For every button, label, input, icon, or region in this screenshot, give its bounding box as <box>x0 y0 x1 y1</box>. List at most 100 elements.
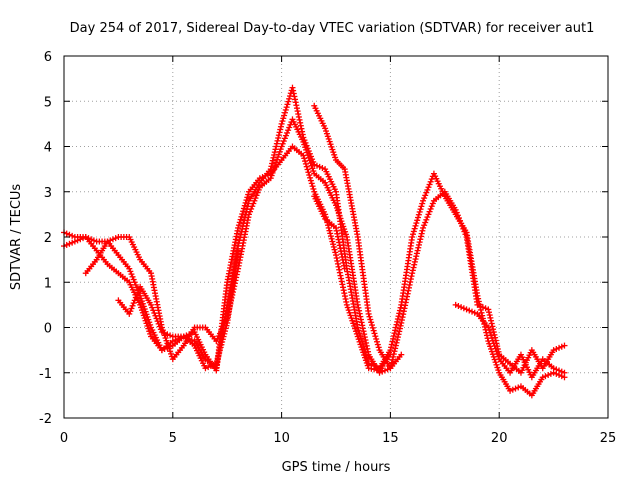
data-point <box>556 344 563 351</box>
data-point <box>304 166 311 173</box>
data-point <box>373 335 380 342</box>
data-point <box>474 301 481 308</box>
data-point <box>490 329 497 336</box>
y-axis-label: SDTVAR / TECUs <box>9 184 24 291</box>
data-point <box>284 101 291 108</box>
data-point <box>251 197 258 204</box>
data-point <box>479 304 486 311</box>
data-point <box>390 353 397 360</box>
data-point <box>393 339 400 346</box>
data-point <box>363 355 370 362</box>
data-point <box>302 158 309 165</box>
data-point <box>126 265 133 272</box>
data-point <box>396 325 403 332</box>
data-point <box>392 324 399 331</box>
data-point <box>278 120 285 127</box>
data-point <box>357 332 364 339</box>
data-point <box>478 309 485 316</box>
x-axis-label: GPS time / hours <box>282 460 391 475</box>
data-point <box>274 137 281 144</box>
data-point <box>429 200 436 207</box>
data-point <box>379 368 386 375</box>
y-tick-label: 0 <box>44 322 52 337</box>
data-point <box>126 310 133 317</box>
data-point <box>360 343 367 350</box>
data-point <box>413 220 420 227</box>
data-point <box>452 206 459 213</box>
data-point <box>545 372 552 379</box>
data-point <box>457 217 464 224</box>
data-point <box>390 332 397 339</box>
data-point <box>66 240 73 247</box>
series-arc-b <box>61 84 568 399</box>
data-point <box>411 261 418 268</box>
data-point <box>411 225 418 232</box>
data-point <box>412 222 419 229</box>
data-point <box>365 310 372 317</box>
data-point <box>216 349 223 356</box>
data-point <box>244 194 251 201</box>
data-point <box>384 366 391 373</box>
data-point <box>131 279 138 286</box>
data-point <box>389 338 396 345</box>
data-point <box>278 143 285 150</box>
data-point <box>387 347 394 354</box>
data-point <box>561 369 568 376</box>
data-point <box>359 341 366 348</box>
data-point <box>423 189 430 196</box>
data-point <box>132 281 139 288</box>
data-point <box>391 348 398 355</box>
data-point <box>214 355 221 362</box>
data-point <box>411 258 418 265</box>
data-point <box>417 206 424 213</box>
series-line <box>63 145 392 372</box>
y-tick-labels: -2 -1 0 1 2 3 4 5 6 <box>39 50 52 427</box>
data-point <box>424 214 431 221</box>
data-point <box>396 310 403 317</box>
data-point <box>128 305 135 312</box>
data-point <box>307 177 314 184</box>
axis-ticks <box>63 55 609 419</box>
data-point <box>390 335 397 342</box>
data-point <box>396 307 403 314</box>
data-point <box>151 310 158 317</box>
data-point <box>455 214 462 221</box>
data-point <box>550 347 557 354</box>
data-point <box>279 118 286 125</box>
data-point <box>390 351 397 358</box>
data-point <box>268 163 275 170</box>
data-point <box>414 247 421 254</box>
data-point <box>329 238 336 245</box>
data-point <box>459 223 466 230</box>
data-point <box>149 304 156 311</box>
data-point <box>214 357 221 364</box>
data-point <box>109 236 116 243</box>
data-point <box>355 327 362 334</box>
data-point <box>469 308 475 315</box>
data-point <box>107 237 114 244</box>
x-tick-label: 10 <box>273 431 290 446</box>
data-point <box>127 308 134 315</box>
data-point <box>332 249 339 256</box>
data-series <box>61 84 568 399</box>
data-point <box>416 239 423 246</box>
data-point <box>419 200 426 207</box>
data-point <box>372 333 379 340</box>
data-point <box>308 180 315 187</box>
data-point <box>381 367 388 374</box>
data-point <box>376 369 383 376</box>
data-point <box>366 313 373 320</box>
data-point <box>509 386 516 393</box>
data-point <box>417 236 424 243</box>
data-point <box>156 323 163 330</box>
data-point <box>210 361 217 368</box>
data-point <box>130 276 137 283</box>
data-point <box>422 192 429 199</box>
data-point <box>420 224 427 231</box>
data-point <box>63 241 70 248</box>
data-point <box>272 146 279 153</box>
data-point <box>202 365 209 372</box>
data-point <box>558 368 565 375</box>
data-point <box>309 183 316 190</box>
data-point <box>269 160 276 167</box>
